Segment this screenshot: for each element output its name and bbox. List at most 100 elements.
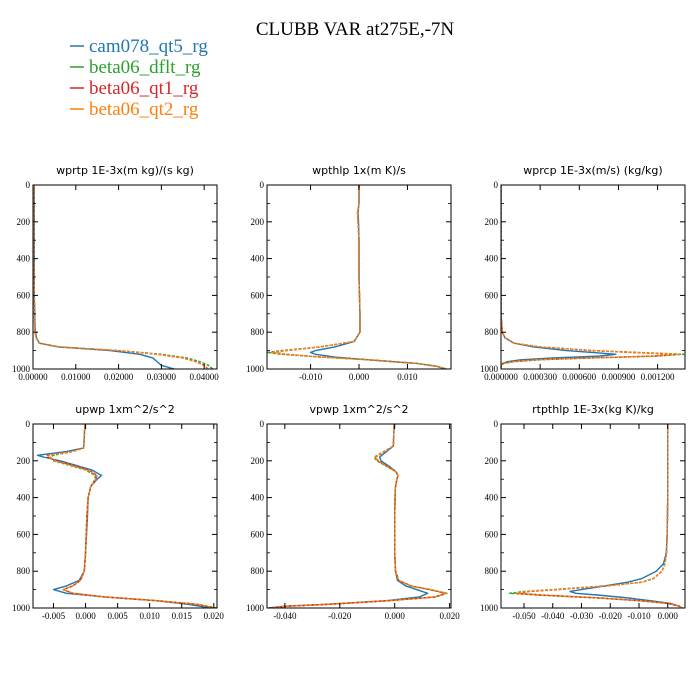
y-tick-label: 1000 <box>246 364 265 374</box>
series-line <box>271 424 448 608</box>
y-tick-label: 600 <box>251 529 265 539</box>
x-tick-label: 0.000300 <box>523 372 557 382</box>
x-tick-label: -0.050 <box>512 611 536 621</box>
x-tick-label: -0.020 <box>328 611 352 621</box>
series-group <box>501 185 685 369</box>
y-tick-label: 200 <box>17 456 31 466</box>
panel-5: vpwp 1xm^2/s^2 0 200 400 600 800 1000 -0.040 -0.… <box>246 403 460 621</box>
y-tick-label: 600 <box>17 529 31 539</box>
y-tick-label: 800 <box>485 566 499 576</box>
y-tick-label: 1000 <box>12 603 31 613</box>
panel-title: vpwp 1xm^2/s^2 <box>309 403 408 416</box>
series-line <box>33 185 214 369</box>
series-line <box>309 185 447 369</box>
x-tick-label: 0.000 <box>385 611 406 621</box>
x-tick-label: 0.01000 <box>61 372 91 382</box>
series-line <box>36 424 211 608</box>
y-tick-label: 0 <box>26 180 31 190</box>
y-tick-label: 800 <box>251 566 265 576</box>
x-tick-label: 0.020 <box>440 611 461 621</box>
x-tick-label: 0.001200 <box>641 372 675 382</box>
y-tick-label: 400 <box>485 493 499 503</box>
x-tick-label: 0.03000 <box>147 372 177 382</box>
figure-title: CLUBB VAR at275E,-7N <box>256 19 455 40</box>
panel-6: rtpthlp 1E-3x(kg K)/kg 0 200 400 600 800 1000 -… <box>480 403 686 621</box>
series-group <box>36 424 217 608</box>
x-tick-label: -0.030 <box>570 611 594 621</box>
y-tick-label: 0 <box>26 419 31 429</box>
y-tick-label: 800 <box>17 327 31 337</box>
panel-1: wprtp 1E-3x(m kg)/(s kg) 0 200 400 600 800 100… <box>12 164 219 382</box>
x-tick-label: -0.010 <box>299 372 323 382</box>
series-line <box>501 185 678 369</box>
series-line <box>501 185 681 369</box>
series-line <box>271 424 448 608</box>
legend-label: beta06_dflt_rg <box>89 57 201 78</box>
series-line <box>267 185 447 369</box>
series-line <box>514 424 683 608</box>
y-tick-label: 200 <box>251 217 265 227</box>
series-group <box>268 424 448 608</box>
series-line <box>501 185 685 369</box>
plot-frame <box>266 423 452 609</box>
y-tick-label: 0 <box>494 419 499 429</box>
y-tick-label: 400 <box>17 493 31 503</box>
y-tick-label: 0 <box>494 180 499 190</box>
x-tick-label: 0.000 <box>349 372 370 382</box>
legend: cam078_qt5_rgbeta06_dflt_rgbeta06_qt1_rg… <box>70 36 208 120</box>
y-tick-label: 1000 <box>246 603 265 613</box>
series-line <box>33 185 209 369</box>
y-tick-label: 200 <box>251 456 265 466</box>
series-group <box>508 424 683 608</box>
x-tick-label: 0.02000 <box>104 372 134 382</box>
x-tick-label: 0.04000 <box>190 372 220 382</box>
series-line <box>33 185 209 369</box>
y-tick-label: 800 <box>485 327 499 337</box>
x-tick-label: 0.015 <box>172 611 193 621</box>
series-line <box>569 424 683 608</box>
y-tick-label: 200 <box>485 456 499 466</box>
series-line <box>268 424 429 608</box>
panel-title: wprcp 1E-3x(m/s) (kg/kg) <box>523 164 662 177</box>
series-line <box>501 185 617 369</box>
x-tick-label: -0.005 <box>42 611 66 621</box>
series-line <box>47 424 216 608</box>
y-tick-label: 1000 <box>480 603 499 613</box>
panel-4: upwp 1xm^2/s^2 0 200 400 600 800 1000 -0.005 0.0… <box>12 403 224 621</box>
y-tick-label: 800 <box>251 327 265 337</box>
x-tick-label: 0.005 <box>108 611 129 621</box>
series-line <box>517 424 683 608</box>
x-tick-label: 0.000 <box>658 611 679 621</box>
panel-title: wprtp 1E-3x(m kg)/(s kg) <box>56 164 194 177</box>
plot-frame <box>500 184 686 370</box>
series-line <box>508 424 683 608</box>
y-tick-label: 600 <box>251 290 265 300</box>
x-tick-label: 0.010 <box>140 611 161 621</box>
x-tick-label: 0.00000 <box>18 372 48 382</box>
panel-2: wpthlp 1x(m K)/s 0 200 400 600 800 1000 -0.010 0… <box>246 164 452 382</box>
series-line <box>46 424 216 608</box>
y-tick-label: 400 <box>251 254 265 264</box>
y-tick-label: 1000 <box>480 364 499 374</box>
x-tick-label: 0.000000 <box>484 372 518 382</box>
y-tick-label: 200 <box>485 217 499 227</box>
x-tick-label: 0.010 <box>397 372 418 382</box>
y-tick-label: 800 <box>17 566 31 576</box>
panel-title: rtpthlp 1E-3x(kg K)/kg <box>532 403 654 416</box>
y-tick-label: 400 <box>251 493 265 503</box>
y-tick-label: 400 <box>485 254 499 264</box>
y-tick-label: 600 <box>485 529 499 539</box>
y-tick-label: 1000 <box>12 364 31 374</box>
legend-label: cam078_qt5_rg <box>89 36 208 57</box>
legend-label: beta06_qt2_rg <box>89 99 199 120</box>
x-tick-label: -0.020 <box>599 611 623 621</box>
x-tick-label: -0.040 <box>273 611 297 621</box>
panel-title: wpthlp 1x(m K)/s <box>312 164 406 177</box>
x-tick-label: 0.000900 <box>602 372 636 382</box>
x-tick-label: -0.040 <box>541 611 565 621</box>
series-group <box>33 185 214 369</box>
y-tick-label: 600 <box>17 290 31 300</box>
series-line <box>33 185 175 369</box>
y-tick-label: 0 <box>260 419 265 429</box>
y-tick-label: 200 <box>17 217 31 227</box>
